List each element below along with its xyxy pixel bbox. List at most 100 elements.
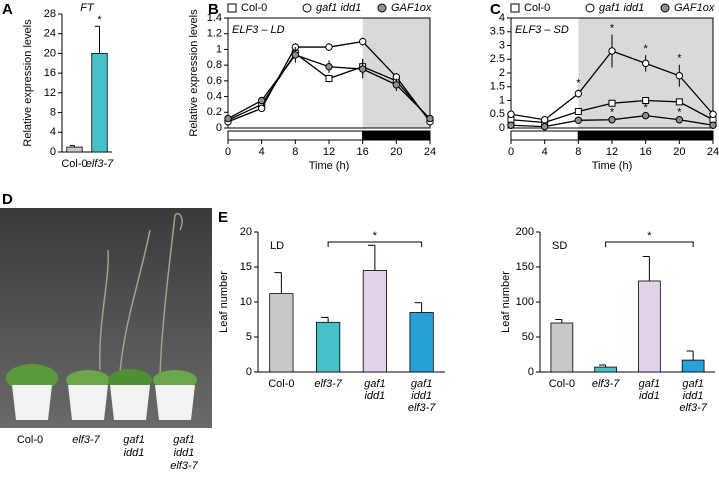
x-tick-label: idd1 [683, 390, 704, 402]
marker [675, 98, 683, 106]
legend-label: GAF1ox [391, 2, 432, 14]
legend-label: gaf1 idd1 [599, 2, 644, 14]
legend-label: Col-0 [524, 2, 550, 14]
annotation: * [677, 53, 682, 65]
panel-label: A [2, 1, 13, 18]
y-tick-label: 1 [499, 94, 505, 106]
panel-label: B [208, 1, 219, 18]
x-tick-label: gaf1 [364, 378, 385, 390]
chart-title: ELF3 – SD [515, 24, 569, 36]
bar [362, 270, 387, 373]
annotation: * [610, 107, 615, 119]
x-tick-label: idd1 [639, 390, 660, 402]
marker [608, 47, 616, 55]
marker [325, 75, 333, 82]
y-tick-label: 0 [499, 122, 505, 134]
x-axis-label: Time (h) [309, 160, 350, 172]
bar [66, 146, 83, 153]
y-tick-label: 2.5 [490, 53, 505, 65]
x-tick-label: elf3-7 [86, 158, 114, 170]
panel-label: E [218, 209, 228, 226]
period-bar [227, 130, 364, 141]
y-tick-label: 28 [44, 8, 56, 20]
marker [675, 72, 684, 80]
bar [269, 293, 294, 373]
photo-label: elf3-7 [72, 434, 100, 446]
annotation: * [677, 107, 682, 119]
y-tick-label: 0 [528, 366, 534, 378]
bracket [327, 241, 423, 247]
x-tick-label: idd1 [411, 390, 432, 402]
y-tick-label: 4 [50, 126, 56, 138]
y-tick-label: 100 [516, 296, 534, 308]
marker [709, 121, 717, 129]
period-bar [362, 130, 431, 141]
x-tick-label: elf3-7 [408, 402, 436, 414]
marker [325, 43, 333, 51]
x-tick-label: elf3-7 [679, 402, 707, 414]
bracket [605, 241, 694, 247]
y-tick-label: 1.4 [207, 12, 222, 24]
bracket-label: * [373, 230, 378, 242]
x-axis-label: Time (h) [592, 160, 633, 172]
marker [507, 110, 515, 118]
x-tick-label: gaf1 [639, 378, 660, 390]
y-axis-label: Leaf number [500, 271, 512, 333]
photo-label: elf3-7 [170, 460, 198, 472]
marker [608, 99, 616, 107]
marker [392, 81, 401, 89]
annotation: * [576, 77, 581, 89]
x-tick-label: 0 [225, 146, 231, 158]
y-tick-label: 0 [216, 122, 222, 134]
marker [574, 116, 583, 125]
marker [224, 114, 232, 123]
y-tick-label: 0.2 [207, 106, 222, 118]
y-tick-label: 20 [44, 47, 56, 59]
x-tick-label: gaf1 [411, 378, 432, 390]
legend-marker [227, 3, 237, 13]
legend-marker [585, 3, 595, 13]
marker [426, 114, 434, 123]
x-tick-label: 12 [606, 146, 618, 158]
y-tick-label: 0.4 [207, 90, 222, 102]
y-tick-label: 10 [240, 296, 252, 308]
marker [641, 111, 650, 120]
marker [291, 51, 300, 59]
x-tick-label: Col-0 [61, 158, 87, 170]
y-tick-label: 4 [499, 12, 505, 24]
y-tick-label: 3 [499, 39, 505, 51]
plot-frame [227, 17, 431, 129]
x-tick-label: gaf1 [682, 378, 703, 390]
y-tick-label: 0 [246, 366, 252, 378]
y-tick-label: 1.2 [207, 28, 222, 40]
marker [358, 37, 367, 46]
marker [358, 65, 367, 73]
x-tick-label: 24 [707, 146, 719, 158]
marker [642, 97, 650, 104]
y-tick-label: 200 [516, 226, 534, 238]
marker [641, 59, 650, 68]
panel-label: C [490, 1, 501, 18]
pots [12, 385, 195, 420]
x-tick-label: elf3-7 [592, 378, 620, 390]
legend-label: Col-0 [241, 2, 267, 14]
plot-frame [510, 17, 714, 129]
photo-label: gaf1 [173, 434, 194, 446]
chart-title: SD [552, 240, 567, 252]
y-tick-label: 15 [240, 261, 252, 273]
x-tick-label: Col-0 [549, 378, 575, 390]
photo-label: idd1 [124, 447, 145, 459]
chart-title: LD [270, 240, 284, 252]
legend-label: gaf1 idd1 [316, 2, 361, 14]
y-tick-label: 50 [522, 331, 534, 343]
x-tick-label: 0 [508, 146, 514, 158]
x-tick-label: 16 [357, 146, 369, 158]
y-tick-label: 1 [216, 43, 222, 55]
bar [681, 359, 705, 373]
period-bar [510, 130, 579, 141]
legend-label: GAF1ox [674, 2, 715, 14]
x-tick-label: elf3-7 [314, 378, 342, 390]
marker [574, 89, 583, 98]
y-tick-label: 20 [240, 226, 252, 238]
